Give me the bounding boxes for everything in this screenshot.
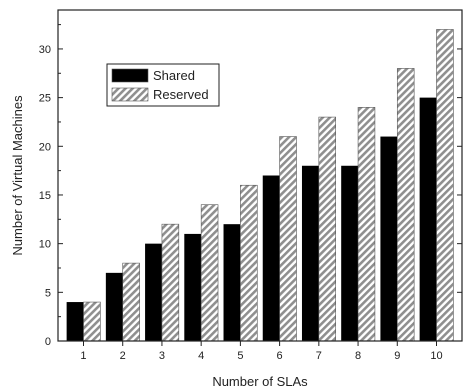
bar-shared-5 xyxy=(223,224,241,341)
y-tick-label: 0 xyxy=(45,336,51,348)
bar-reserved-10 xyxy=(436,29,454,342)
x-tick-label: 10 xyxy=(430,350,442,362)
bar-shared-3 xyxy=(145,243,162,341)
legend-swatch-reserved xyxy=(111,87,149,102)
bar-reserved-4 xyxy=(200,204,219,342)
legend-swatch-shared xyxy=(111,68,149,83)
bar-shared-10 xyxy=(419,97,437,341)
bar-shared-2 xyxy=(105,272,123,341)
x-tick-label: 7 xyxy=(316,350,322,362)
legend: Shared Reserved xyxy=(106,63,220,107)
bar-shared-1 xyxy=(66,302,84,341)
y-tick-label: 20 xyxy=(39,141,51,153)
bar-reserved-3 xyxy=(161,223,180,342)
x-tick-label: 4 xyxy=(198,350,204,362)
y-tick-label: 10 xyxy=(39,239,51,251)
bar-reserved-1 xyxy=(83,301,101,342)
y-tick-label: 15 xyxy=(39,190,51,202)
bar-shared-7 xyxy=(301,165,319,341)
x-tick-label: 8 xyxy=(355,350,361,362)
x-tick-label: 9 xyxy=(394,350,400,362)
x-tick-label: 3 xyxy=(159,350,165,362)
bar-shared-9 xyxy=(380,136,398,341)
x-tick-label: 6 xyxy=(277,350,283,362)
x-tick-label: 2 xyxy=(120,350,126,362)
y-tick-label: 30 xyxy=(39,44,51,56)
x-tick-label: 5 xyxy=(237,350,243,362)
bar-reserved-2 xyxy=(122,262,140,342)
bar-reserved-9 xyxy=(396,68,415,342)
bar-reserved-5 xyxy=(240,184,258,342)
y-tick-label: 5 xyxy=(45,287,51,299)
bar-shared-6 xyxy=(262,175,280,341)
x-axis-title: Number of SLAs xyxy=(212,374,308,389)
bar-shared-4 xyxy=(184,233,202,341)
x-tick-label: 1 xyxy=(80,350,86,362)
y-axis-title: Number of Virtual Machines xyxy=(10,95,25,256)
legend-label-reserved: Reserved xyxy=(153,87,209,102)
bars-layer xyxy=(66,29,454,342)
bar-reserved-8 xyxy=(357,107,376,342)
axes-layer: 0 5 10 15 20 25 30 1 2 3 4 5 6 7 8 9 10 xyxy=(39,24,462,362)
bar-reserved-7 xyxy=(318,116,337,342)
plot-frame xyxy=(57,9,463,342)
y-tick-label: 25 xyxy=(39,93,51,105)
legend-label-shared: Shared xyxy=(153,68,195,83)
bar-shared-8 xyxy=(341,165,359,341)
bar-reserved-6 xyxy=(279,136,297,342)
